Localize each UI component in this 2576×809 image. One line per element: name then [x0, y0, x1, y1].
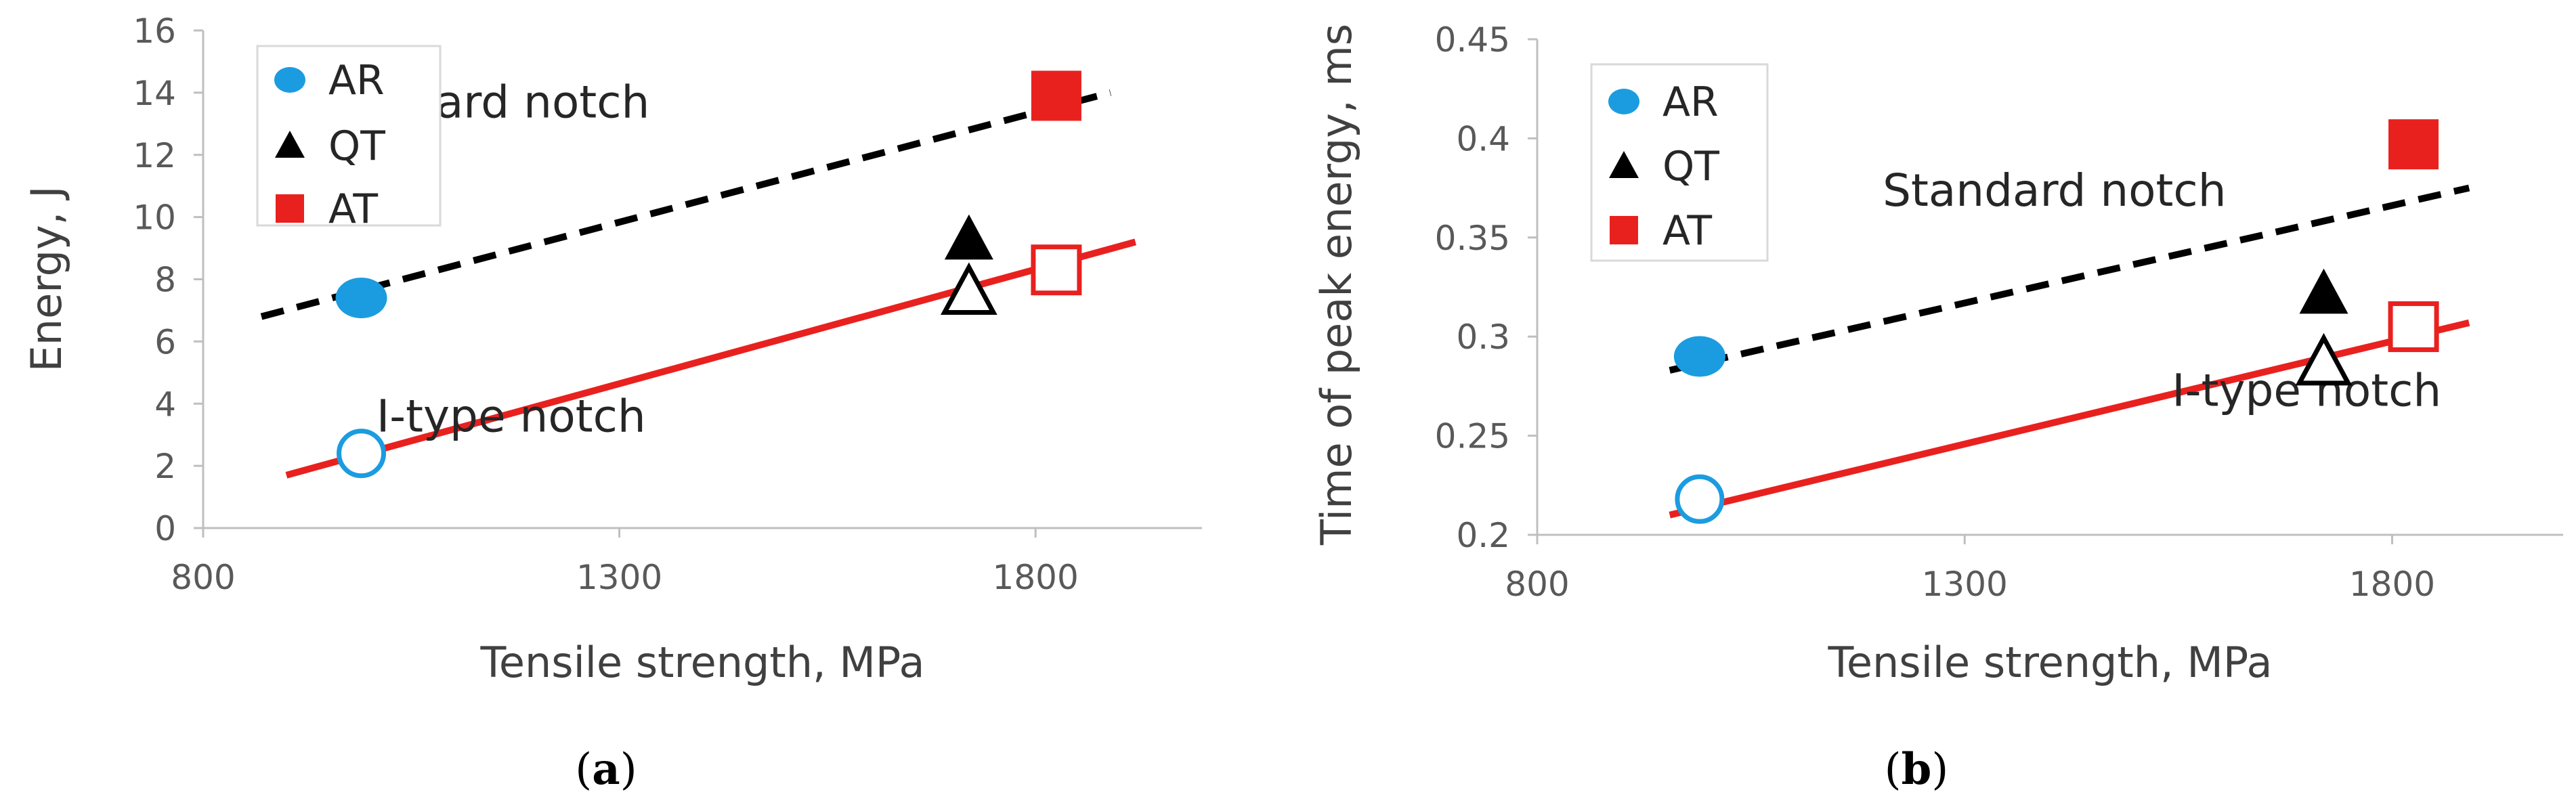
data-point-at-i-type [2388, 301, 2439, 353]
x-axis-title: Tensile strength, MPa [1827, 638, 2272, 687]
data-point-ar-standard [335, 278, 387, 319]
y-axis-title: Time of peak energy, ms [1312, 24, 1361, 546]
data-point-qt-standard [2299, 268, 2348, 314]
panel-label-letter: a [592, 744, 620, 795]
legend-marker-ar [1608, 89, 1639, 114]
data-point-qt-i-type [940, 262, 997, 315]
x-tick-label: 800 [1505, 565, 1569, 604]
y-tick-label: 0.2 [1456, 516, 1510, 555]
x-tick-label: 1300 [576, 558, 662, 597]
legend-marker-qt [275, 131, 305, 158]
y-tick-label: 0.35 [1435, 219, 1510, 258]
data-point-at-standard [1031, 70, 1081, 121]
y-tick-label: 12 [133, 136, 176, 175]
trendline-i-type-notch [285, 238, 1136, 479]
chart-panel-b: 0.2 0.25 0.3 0.35 0.4 0.45 800 1300 1800 Tensile … [1312, 20, 2563, 795]
data-point-qt-i-type [2295, 332, 2353, 386]
x-tick-label: 1800 [993, 558, 1079, 597]
y-tick-label: 6 [154, 322, 176, 362]
y-tick-label: 14 [133, 74, 176, 113]
x-tick-label: 1300 [1922, 565, 2008, 604]
trendline-standard-notch [1669, 184, 2470, 374]
y-tick-label: 0.45 [1435, 20, 1510, 60]
legend-label-qt: QT [328, 123, 385, 170]
data-point-at-standard [2388, 119, 2439, 170]
y-tick-label: 4 [154, 385, 176, 424]
x-tick-label: 800 [171, 558, 235, 597]
annotation-label: Standard notch [1883, 165, 2226, 217]
data-point-qt-standard [944, 214, 993, 260]
y-tick-label: 0.25 [1435, 417, 1510, 456]
trendline-i-type-notch [1669, 319, 2470, 519]
chart-panel-a: 0 2 4 6 8 10 12 14 16 800 1300 1800 Tensile strength… [22, 12, 1202, 795]
x-axis-title: Tensile strength, MPa [479, 638, 924, 687]
y-tick-label: 8 [154, 261, 176, 300]
data-point-ar-standard [1673, 336, 1725, 377]
legend-label-ar: AR [328, 57, 385, 104]
legend-label-at: AT [328, 185, 378, 233]
legend-marker-ar [274, 67, 305, 93]
legend-label-at: AT [1662, 207, 1712, 255]
legend-label-ar: AR [1662, 79, 1719, 126]
y-tick-label: 2 [154, 447, 176, 486]
annotation-label: I-type notch [377, 391, 646, 443]
legend-marker-at [1610, 216, 1638, 244]
legend-marker-at [276, 194, 304, 223]
panel-label: (b) [1885, 744, 1949, 795]
data-point-ar-i-type [337, 429, 387, 479]
panel-label-letter: b [1902, 744, 1932, 795]
legend-label-qt: QT [1662, 143, 1719, 190]
legend-marker-qt [1609, 151, 1639, 178]
y-tick-label: 10 [133, 198, 176, 238]
y-tick-label: 0.4 [1456, 119, 1510, 158]
y-tick-label: 0.3 [1456, 318, 1510, 357]
y-tick-label: 16 [133, 12, 176, 51]
y-tick-label: 0 [154, 509, 176, 548]
panel-label: (a) [575, 744, 637, 795]
data-point-ar-i-type [1675, 474, 1725, 524]
trendline-standard-notch [260, 89, 1112, 320]
x-tick-label: 1800 [2349, 565, 2435, 604]
data-point-at-i-type [1031, 244, 1082, 296]
y-axis-title: Energy, J [22, 186, 71, 372]
